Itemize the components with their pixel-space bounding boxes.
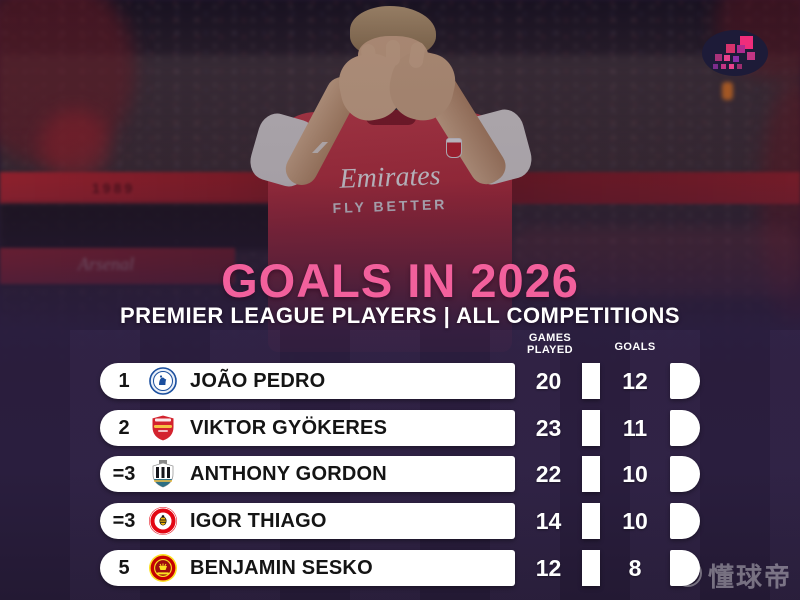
rank-label: =3 [112,462,136,485]
goals-value: 8 [628,555,642,581]
row-end-cap [670,363,700,399]
row-end-cap [670,410,700,446]
rank-label: 2 [118,416,130,439]
games-played-value: 22 [535,461,562,487]
newcastle-badge-icon [148,459,178,489]
player-name: JOÃO PEDRO [190,369,326,392]
table-row: =3 IGOR THIAGO 14 10 [100,503,700,539]
page-title: GOALS IN 2026 [221,254,579,307]
row-separator [582,363,600,399]
player-pill: 5 BENJAMIN SESKO [100,550,515,586]
table-row: 1 JOÃO PEDRO 20 12 [100,363,700,399]
goals-value: 10 [622,508,648,534]
row-separator [582,550,600,586]
player-pill: 2 VIKTOR GYÖKERES [100,410,515,446]
table-row: =3 ANTHONY GORDON 22 10 [100,456,700,492]
goals-value: 10 [622,461,648,487]
games-played-value: 12 [535,555,562,581]
table-row: 5 BENJAMIN SESKO 12 8 [100,550,700,586]
page-subtitle: PREMIER LEAGUE PLAYERS | ALL COMPETITION… [119,303,680,328]
rank-label: 1 [118,369,130,392]
player-pill: =3 ANTHONY GORDON [100,456,515,492]
row-separator [582,410,600,446]
rank-label: =3 [112,509,136,532]
column-header-games-played: GAMES PLAYED [526,332,573,356]
table-row: 2 VIKTOR GYÖKERES 23 11 [100,410,700,446]
row-end-cap [670,550,700,586]
player-pill: =3 IGOR THIAGO [100,503,515,539]
player-name: ANTHONY GORDON [190,462,387,485]
player-name: IGOR THIAGO [190,509,327,532]
games-played-value: 23 [535,415,562,441]
arsenal-badge-icon [148,413,178,443]
row-end-cap [670,456,700,492]
goals-value: 12 [622,368,648,394]
player-name: BENJAMIN SESKO [190,556,373,579]
brentford-badge-icon [148,506,178,536]
column-header-goals: GOALS [614,341,656,353]
row-end-cap [670,503,700,539]
watermark: 懂球帝 [673,557,792,594]
chelsea-badge-icon [148,366,178,396]
player-name: VIKTOR GYÖKERES [190,416,388,439]
row-separator [582,503,600,539]
games-played-value: 14 [535,508,562,534]
football-icon [673,558,703,593]
watermark-text: 懂球帝 [707,562,792,592]
player-pill: 1 JOÃO PEDRO [100,363,515,399]
rank-label: 5 [118,556,130,579]
games-played-value: 20 [535,368,562,394]
pixel-steps-logo-icon [701,28,769,83]
man-utd-badge-icon [148,553,178,583]
goals-value: 11 [622,415,648,441]
row-separator [582,456,600,492]
